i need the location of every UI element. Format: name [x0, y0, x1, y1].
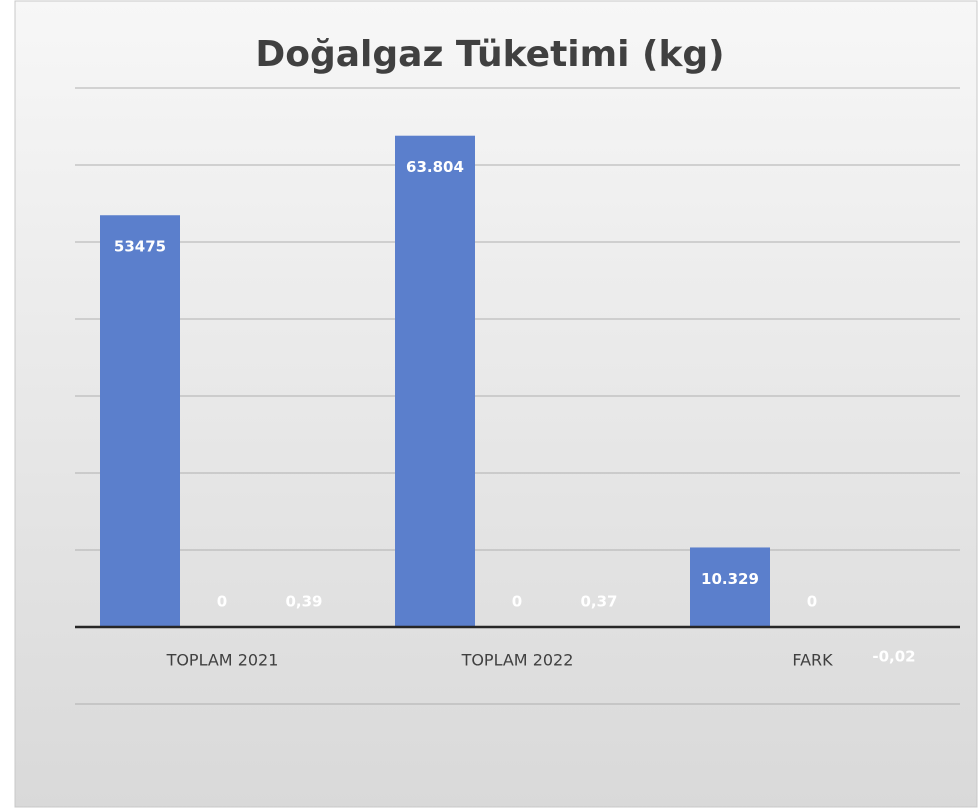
data-label: 0 — [512, 593, 522, 611]
data-label: 0,39 — [285, 593, 322, 611]
data-label: 53475 — [114, 238, 166, 256]
data-label: -0,02 — [872, 648, 915, 666]
data-label: 63.804 — [406, 158, 464, 176]
chart-title: Doğalgaz Tüketimi (kg) — [255, 34, 724, 75]
bar — [690, 547, 770, 627]
bar — [395, 135, 475, 627]
data-label: 0 — [217, 593, 227, 611]
x-tick-label: FARK — [792, 651, 833, 670]
x-tick-label: TOPLAM 2022 — [461, 651, 574, 670]
data-label: 10.329 — [701, 570, 759, 588]
x-tick-label: TOPLAM 2021 — [166, 651, 279, 670]
data-label: 0 — [807, 593, 817, 611]
bar — [100, 215, 180, 627]
data-label: 0,37 — [580, 593, 617, 611]
